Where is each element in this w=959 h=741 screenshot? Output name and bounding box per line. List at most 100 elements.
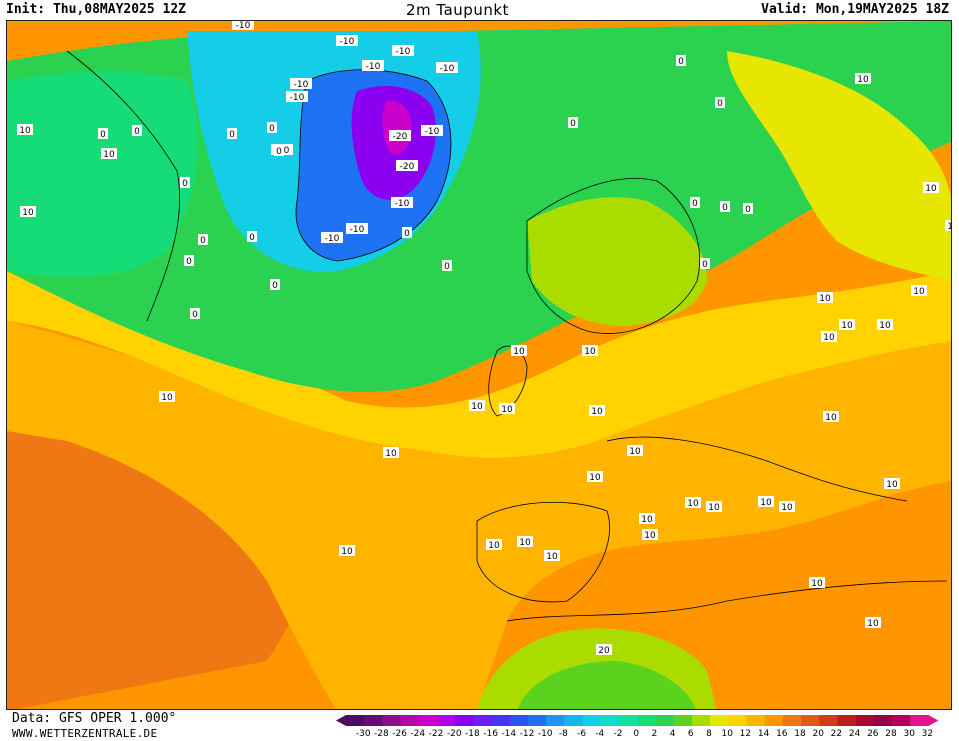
- legend-tick-label: 30: [903, 729, 915, 739]
- contour-label-bg: [274, 145, 284, 156]
- legend-tick-label: -16: [483, 729, 498, 739]
- legend-swatch: [710, 715, 729, 726]
- map-title: 2m Taupunkt: [406, 1, 509, 19]
- legend-swatch: [346, 715, 365, 726]
- contour-label-bg: [346, 223, 368, 234]
- legend-tick-label: -26: [392, 729, 407, 739]
- legend-swatch: [455, 715, 474, 726]
- contour-label-bg: [17, 124, 33, 135]
- contour-label-bg: [877, 319, 893, 330]
- contour-label-bg: [442, 260, 452, 271]
- contour-label-bg: [270, 279, 280, 290]
- contour-label: 10: [589, 473, 601, 483]
- legend-swatch: [782, 715, 802, 726]
- legend-tick-label: -10: [538, 729, 553, 739]
- legend-tick-label: 10: [721, 729, 733, 739]
- contour-label: 0: [717, 99, 723, 109]
- contour-label-bg: [391, 197, 413, 208]
- contour-label-bg: [389, 130, 411, 141]
- legend-swatch: [437, 715, 456, 726]
- legend-swatch: [691, 715, 711, 726]
- contour-label: 10: [546, 552, 558, 562]
- contour-label: -10: [290, 93, 305, 103]
- data-source-label: Data: GFS OPER 1.000°: [12, 711, 177, 726]
- contour-label-bg: [945, 220, 951, 231]
- contour-label-bg: [362, 60, 384, 71]
- contour-label-bg: [715, 97, 725, 108]
- mid-latitude-band: [7, 321, 951, 709]
- contour-label: 10: [819, 294, 831, 304]
- contour-label-bg: [779, 501, 795, 512]
- contour-label: 0: [249, 233, 255, 243]
- legend-bar: -30 -28 -26 -24 -22 -20 -18 -16 -14 -12 -10 -8 -6 -4-…: [336, 715, 939, 739]
- contour-label-bg: [198, 234, 208, 245]
- contour-labels: -10-10-10-10-10-10-10-10-10-20-20-10-10-…: [17, 21, 951, 656]
- contour-label: 10: [385, 449, 397, 459]
- contour-label-bg: [884, 478, 900, 489]
- contour-label-bg: [339, 545, 355, 556]
- contour-label: -10: [396, 47, 411, 57]
- contour-label-bg: [700, 258, 710, 269]
- legend-tick-label: -28: [374, 729, 389, 739]
- scandinavia-region: [527, 197, 707, 326]
- legend-swatch: [855, 715, 875, 726]
- contour-label-bg: [396, 160, 418, 171]
- legend-swatch: [910, 715, 929, 726]
- contour-label: 0: [269, 124, 275, 134]
- contour-label-bg: [383, 447, 399, 458]
- map-canvas: -10-10-10-10-10-10-10-10-10-20-20-10-10-…: [7, 21, 951, 709]
- contour-label: -10: [325, 234, 340, 244]
- contour-label: 10: [629, 447, 641, 457]
- contour-label-bg: [809, 577, 825, 588]
- contour-label: 10: [857, 75, 869, 85]
- legend-tick-label: -30: [356, 729, 371, 739]
- legend-swatch: [491, 715, 511, 726]
- contour-label: -10: [350, 225, 365, 235]
- contour-label-bg: [911, 285, 927, 296]
- legend-swatch: [746, 715, 766, 726]
- init-time-label: Init: Thu,08MAY2025 12Z: [6, 2, 187, 17]
- contour-label: 10: [867, 619, 879, 629]
- contour-label-bg: [817, 292, 833, 303]
- legend-tick-label: -14: [501, 729, 516, 739]
- color-legend: -30 -28 -26 -24 -22 -20 -18 -16 -14 -12 -10 -8 -6 -4-…: [336, 713, 956, 741]
- contour-label: 0: [404, 229, 410, 239]
- contour-label-bg: [596, 644, 612, 655]
- legend-swatch: [728, 715, 747, 726]
- contour-label: -10: [340, 37, 355, 47]
- contour-label-bg: [743, 203, 753, 214]
- contour-label-bg: [101, 148, 117, 159]
- legend-swatch: [509, 715, 529, 726]
- contour-label-bg: [582, 345, 598, 356]
- legend-tick-label: 6: [688, 729, 694, 739]
- contour-label: 10: [913, 287, 925, 297]
- contour-label-bg: [20, 206, 36, 217]
- contour-label: 0: [134, 127, 140, 137]
- contour-label: 0: [722, 203, 728, 213]
- northeast-europe-region: [727, 51, 951, 281]
- contour-label: 0: [570, 119, 576, 129]
- legend-swatch: [673, 715, 693, 726]
- contour-label-bg: [469, 400, 485, 411]
- legend-tick-label: 12: [740, 729, 751, 739]
- contour-label: 10: [519, 538, 531, 548]
- legend-tick-label: -24: [410, 729, 425, 739]
- contour-label: -10: [366, 62, 381, 72]
- yellow-band: [7, 271, 951, 458]
- contour-label: -20: [393, 132, 408, 142]
- contour-label: 10: [591, 407, 603, 417]
- contour-label: 10: [823, 333, 835, 343]
- legend-tick-label: 18: [794, 729, 806, 739]
- contour-label: 0: [186, 257, 192, 267]
- contour-label: 10: [471, 402, 483, 412]
- contour-label: 0: [272, 281, 278, 291]
- contour-label: 10: [687, 499, 699, 509]
- contour-label-bg: [190, 308, 200, 319]
- contour-label-bg: [511, 345, 527, 356]
- contour-label: 0: [229, 130, 235, 140]
- contour-label: 0: [192, 310, 198, 320]
- contour-label-bg: [392, 45, 414, 56]
- legend-tick-label: 26: [867, 729, 879, 739]
- legend-swatch: [473, 715, 493, 726]
- contour-label: -10: [236, 21, 251, 31]
